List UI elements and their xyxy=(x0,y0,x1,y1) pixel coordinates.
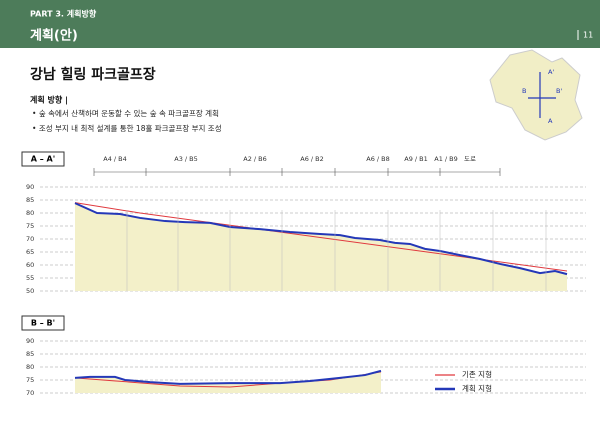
series-line xyxy=(74,369,382,385)
series-line xyxy=(74,202,568,272)
y-tick-label: 50 xyxy=(26,287,34,295)
section-label: A1 / B9 xyxy=(434,155,458,163)
chart-title: B – B' xyxy=(31,319,55,328)
header-part: PART 3. 계획방향 xyxy=(30,9,97,19)
y-tick-label: 90 xyxy=(26,337,34,345)
bullet-text: 숲 속에서 산책하며 운동할 수 있는 숲 속 파크골프장 계획 xyxy=(39,108,219,118)
fill-area xyxy=(75,370,381,393)
chart-title: A – A' xyxy=(31,155,55,164)
section-label: 도로 xyxy=(464,155,476,163)
subtitle: 계획 방향 | xyxy=(30,95,68,105)
y-tick-label: 75 xyxy=(26,222,34,230)
section-label: A4 / B4 xyxy=(103,155,127,163)
chart-label-box xyxy=(21,315,65,331)
y-tick-label: 80 xyxy=(26,209,34,217)
section-label: A3 / B5 xyxy=(174,155,198,163)
chart-label-box xyxy=(21,151,65,167)
site-shape xyxy=(489,49,583,141)
y-tick-label: 80 xyxy=(26,363,34,371)
y-tick-label: 60 xyxy=(26,261,34,269)
site-map: A' B B' A xyxy=(489,49,583,141)
section-label: A9 / B1 xyxy=(404,155,428,163)
page-title: 강남 힐링 파크골프장 xyxy=(30,66,156,83)
header-band xyxy=(0,0,600,48)
y-tick-label: 85 xyxy=(26,196,34,204)
map-label: B' xyxy=(556,87,562,95)
legend-label: 기존 지형 xyxy=(462,370,492,379)
series-line xyxy=(74,202,568,276)
series-line xyxy=(74,371,382,388)
bullet: • 숲 속에서 산책하며 운동할 수 있는 숲 속 파크골프장 계획 xyxy=(32,108,219,118)
y-tick-label: 70 xyxy=(26,389,34,397)
legend-label: 계획 지형 xyxy=(462,383,492,393)
header-title: 계획(안) xyxy=(30,28,78,44)
map-label: B xyxy=(522,87,526,95)
section-label: A6 / B8 xyxy=(366,155,390,163)
y-tick-label: 70 xyxy=(26,235,34,243)
y-tick-label: 55 xyxy=(26,274,34,282)
map-label: A xyxy=(548,117,553,125)
page-number: 11 xyxy=(583,31,593,40)
y-tick-label: 65 xyxy=(26,248,34,256)
section-label: A6 / B2 xyxy=(300,155,324,163)
section-label: A2 / B6 xyxy=(243,155,267,163)
map-label: A' xyxy=(548,68,554,76)
y-tick-label: 75 xyxy=(26,376,34,384)
bullet-text: 조성 부지 내 최적 설계를 통한 18홀 파크골프장 부지 조성 xyxy=(39,123,222,133)
bullet: • 조성 부지 내 최적 설계를 통한 18홀 파크골프장 부지 조성 xyxy=(32,123,222,133)
y-tick-label: 90 xyxy=(26,183,34,191)
fill-area xyxy=(75,203,567,291)
y-tick-label: 85 xyxy=(26,350,34,358)
